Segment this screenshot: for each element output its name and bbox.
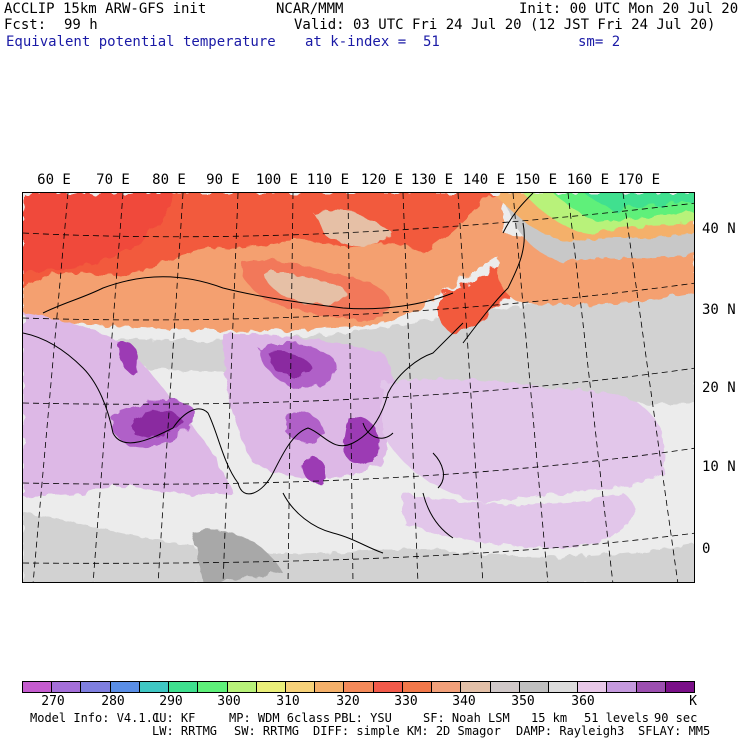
- longitude-label: 80 E: [152, 172, 186, 188]
- colorbar-swatch: [578, 682, 608, 692]
- time-step: 90 sec: [654, 711, 698, 725]
- colorbar-tick-label: 310: [276, 694, 300, 709]
- smoothing-label: sm= 2: [578, 34, 621, 50]
- resolution: 15 km: [531, 711, 568, 725]
- longitude-label: 100 E: [255, 172, 299, 188]
- colorbar-swatch: [490, 682, 520, 692]
- colorbar-swatch: [256, 682, 286, 692]
- map-panel: [22, 192, 695, 583]
- colorbar-tick-label: 330: [394, 694, 418, 709]
- colorbar-tick-label: K: [689, 694, 697, 709]
- colorbar-swatch: [23, 682, 53, 692]
- latitude-label: 20 N: [702, 380, 736, 396]
- colorbar-swatch: [373, 682, 403, 692]
- colorbar-swatch: [227, 682, 257, 692]
- colorbar-swatch: [636, 682, 666, 692]
- colorbar-swatch: [52, 682, 82, 692]
- surface-scheme: SF: Noah LSM: [423, 711, 510, 725]
- colorbar-swatch: [432, 682, 462, 692]
- valid-time: Valid: 03 UTC Fri 24 Jul 20 (12 JST Fri …: [294, 17, 716, 33]
- pbl-scheme: PBL: YSU: [334, 711, 392, 725]
- colorbar-tick-label: 340: [452, 694, 476, 709]
- field-name: Equivalent potential temperature: [6, 34, 276, 50]
- colorbar-swatch: [315, 682, 345, 692]
- colorbar: [22, 681, 695, 693]
- colorbar-swatch: [139, 682, 170, 692]
- colorbar-swatch: [607, 682, 637, 692]
- colorbar-tick-label: 280: [101, 694, 125, 709]
- colorbar-swatch: [665, 682, 695, 692]
- longitude-label: 150 E: [514, 172, 558, 188]
- longitude-label: 60 E: [37, 172, 71, 188]
- forecast-label: Fcst:: [4, 17, 47, 33]
- colorbar-swatch: [285, 682, 316, 692]
- longitude-label: 120 E: [360, 172, 404, 188]
- latitude-label: 10 N: [702, 459, 736, 475]
- latitude-label: 40 N: [702, 221, 736, 237]
- longitude-label: 130 E: [410, 172, 454, 188]
- model-info: Model Info: V4.1.1: [30, 711, 161, 725]
- theta-e-map: [23, 193, 694, 582]
- surface-layer-scheme: SFLAY: MM5: [638, 724, 711, 738]
- colorbar-swatch: [548, 682, 579, 692]
- colorbar-swatch: [344, 682, 374, 692]
- microphysics-scheme: MP: WDM 6class: [229, 711, 331, 725]
- colorbar-swatch: [81, 682, 111, 692]
- level-label: at k-index = 51: [305, 34, 440, 50]
- colorbar-swatch: [402, 682, 433, 692]
- colorbar-tick-label: 320: [336, 694, 360, 709]
- colorbar-tick-label: 290: [159, 694, 183, 709]
- longitude-label: 140 E: [462, 172, 506, 188]
- longitude-label: 70 E: [96, 172, 130, 188]
- colorbar-swatch: [110, 682, 140, 692]
- longwave-scheme: LW: RRTMG: [152, 724, 218, 738]
- init-time: Init: 00 UTC Mon 20 Jul 20: [519, 1, 739, 17]
- colorbar-tick-label: 300: [217, 694, 241, 709]
- colorbar-swatch: [519, 682, 549, 692]
- diffusion-scheme: DIFF: simple KM: 2D Smagor: [313, 724, 501, 738]
- cumulus-scheme: CU: KF: [152, 711, 196, 725]
- vertical-levels: 51 levels: [584, 711, 650, 725]
- model-title: ACCLIP 15km ARW-GFS init: [4, 1, 207, 17]
- colorbar-tick-label: 350: [511, 694, 535, 709]
- colorbar-tick-label: 270: [41, 694, 65, 709]
- longitude-label: 90 E: [206, 172, 240, 188]
- colorbar-tick-label: 360: [571, 694, 595, 709]
- colorbar-swatch: [461, 682, 491, 692]
- forecast-hours: 99 h: [64, 17, 98, 33]
- longitude-label: 160 E: [566, 172, 610, 188]
- shortwave-scheme: SW: RRTMG: [234, 724, 300, 738]
- damping-scheme: DAMP: Rayleigh3: [516, 724, 625, 738]
- colorbar-swatch: [198, 682, 228, 692]
- org-label: NCAR/MMM: [276, 1, 344, 17]
- colorbar-swatch: [169, 682, 199, 692]
- longitude-label: 110 E: [306, 172, 350, 188]
- longitude-label: 170 E: [617, 172, 661, 188]
- latitude-label: 0: [702, 541, 711, 557]
- latitude-label: 30 N: [702, 302, 736, 318]
